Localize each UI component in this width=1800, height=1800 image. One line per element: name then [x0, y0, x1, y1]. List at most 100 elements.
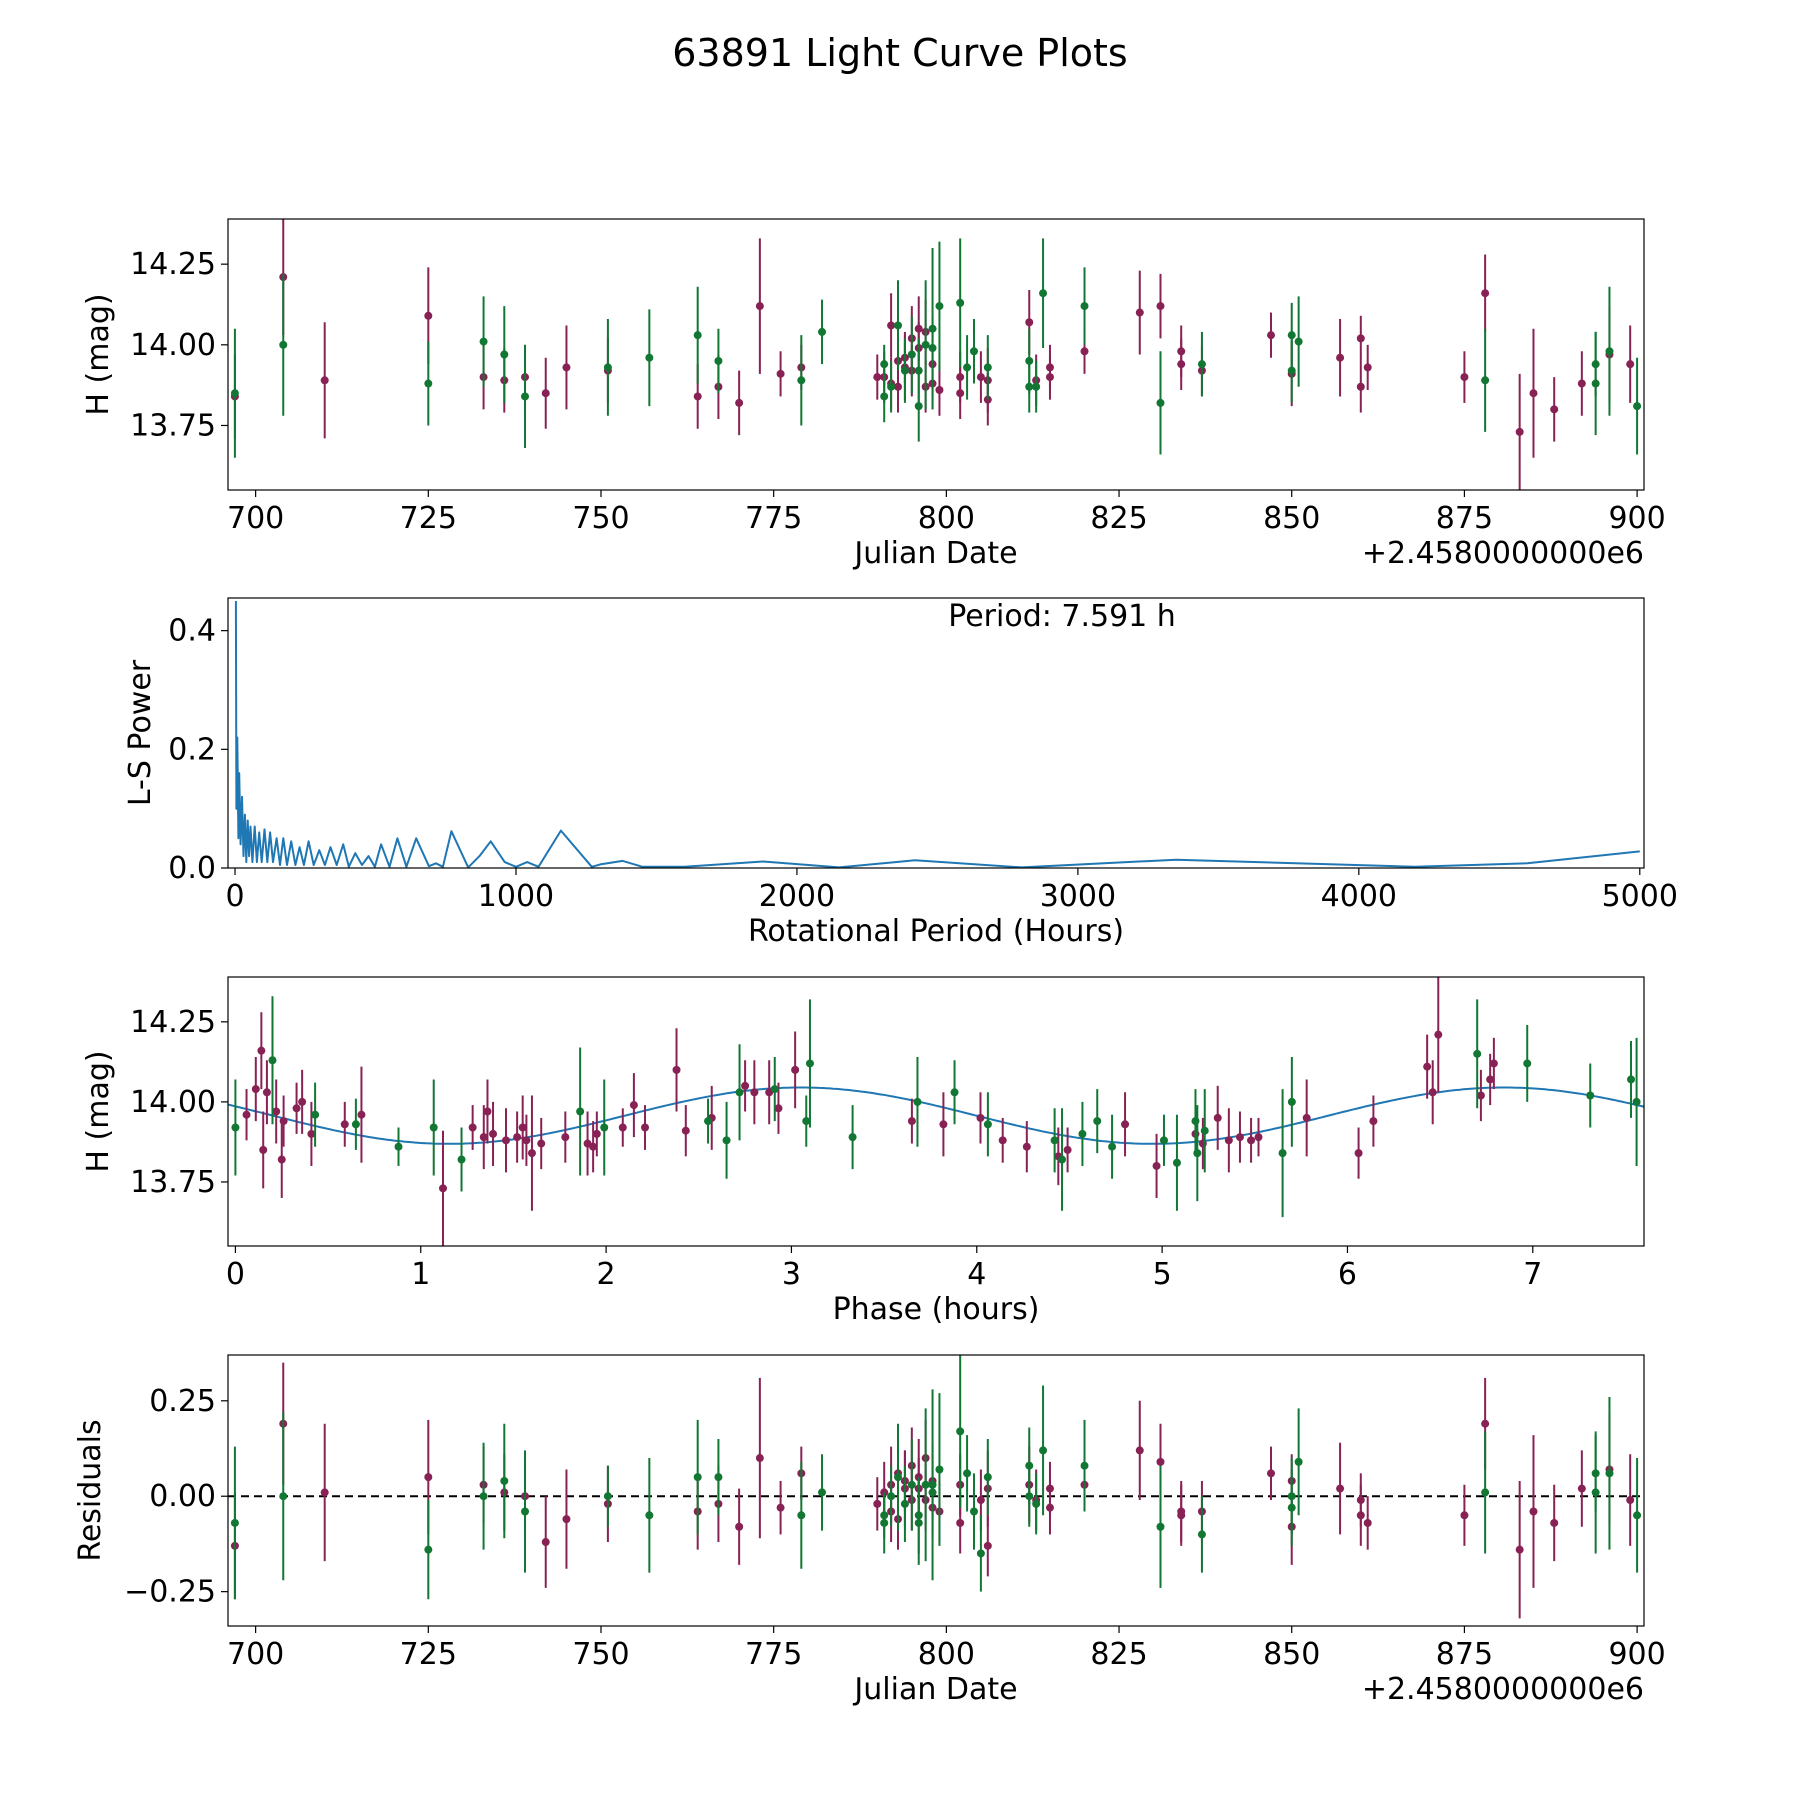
series-b-data-point [1172, 1158, 1181, 1167]
series-b-data-point [880, 392, 889, 401]
series-a-data-point [1135, 308, 1144, 317]
series-a-data-point [1481, 289, 1490, 298]
series-a-data-point [998, 1136, 1007, 1145]
plot-area [228, 1355, 1644, 1619]
series-a-data-point [1481, 1419, 1490, 1428]
x-tick-label: 725 [400, 1637, 457, 1672]
series-b-data-point [500, 1476, 509, 1485]
series-a-data-point [251, 1085, 260, 1094]
series-b-data-point [394, 1142, 403, 1151]
series-a-data-point [887, 321, 896, 330]
series-b-data-point [797, 1511, 806, 1520]
x-tick-label: 700 [227, 1637, 284, 1672]
series-a-data-point [735, 398, 744, 407]
series-a-data-point [1460, 1511, 1469, 1520]
series-a-data-point [939, 1120, 948, 1129]
x-tick-label: 2 [597, 1257, 616, 1292]
series-a-data-point [750, 1088, 759, 1097]
series-b-data-point [1193, 1149, 1202, 1158]
plot-area [234, 600, 1640, 868]
series-b-data-point [928, 344, 937, 353]
series-a-data-point [1363, 1518, 1372, 1527]
plot-area [230, 219, 1642, 490]
series-b-data-point [1605, 1469, 1614, 1478]
series-a-data-point [1045, 1503, 1054, 1512]
series-a-data-point [1626, 360, 1635, 369]
x-tick-label: 875 [1436, 1637, 1493, 1672]
series-a-data-point [1156, 1457, 1165, 1466]
series-a-data-point [1247, 1136, 1256, 1145]
series-b-data-point [268, 1056, 277, 1065]
series-b-data-point [935, 1465, 944, 1474]
series-a-data-point [1356, 382, 1365, 391]
x-tick-label: 800 [918, 1637, 975, 1672]
x-offset-label: +2.4580000000e6 [1362, 536, 1644, 571]
series-a-data-point [976, 373, 985, 382]
series-b-data-point [818, 327, 827, 336]
series-b-data-point [1058, 1155, 1067, 1164]
light-curve-panel: 700 725 750 775 800 825 850 875 900 13.75 14.00 14.… [81, 218, 1666, 571]
series-a-data-point [1577, 379, 1586, 388]
axes-frame [227, 218, 1645, 491]
series-a-data-point [1063, 1145, 1072, 1154]
series-b-data-point [714, 1473, 723, 1482]
series-a-data-point [340, 1120, 349, 1129]
axes-frame [227, 1354, 1645, 1627]
series-b-data-point [914, 402, 923, 411]
series-a-data-point [307, 1129, 316, 1138]
y-axis-label: H (mag) [81, 1050, 116, 1172]
series-b-data-point [950, 1088, 959, 1097]
x-tick-label: 1000 [478, 879, 554, 914]
y-tick-label: 0.25 [149, 1384, 216, 1419]
series-b-data-point [1287, 1503, 1296, 1512]
y-tick-label: 14.25 [130, 247, 216, 282]
series-a-data-point [1045, 363, 1054, 372]
series-b-data-point [887, 1492, 896, 1501]
x-tick-label: 875 [1436, 501, 1493, 536]
series-b-data-point [429, 1123, 438, 1132]
x-tick-label: 7 [1523, 1257, 1542, 1292]
x-tick-label: 700 [227, 501, 284, 536]
axes-frame [227, 976, 1645, 1247]
y-tick-label: 14.00 [130, 1085, 216, 1120]
series-a-data-point [956, 1518, 965, 1527]
series-b-data-point [645, 353, 654, 362]
series-a-data-point [1577, 1484, 1586, 1493]
series-a-data-point [483, 1107, 492, 1116]
series-b-data-point [848, 1133, 857, 1142]
model-fit-curve [228, 1086, 1644, 1145]
series-b-data-point [907, 350, 916, 359]
series-b-data-point [1080, 302, 1089, 311]
series-b-data-point [913, 1097, 922, 1106]
series-b-data-point [1108, 1142, 1117, 1151]
series-a-data-point [298, 1097, 307, 1106]
series-a-data-point [1156, 302, 1165, 311]
series-a-data-point [320, 376, 329, 385]
series-a-data-point [1489, 1059, 1498, 1068]
series-a-data-point [561, 1133, 570, 1142]
series-b-data-point [500, 350, 509, 359]
series-a-data-point [589, 1142, 598, 1151]
x-axis-label: Julian Date [852, 1672, 1017, 1707]
y-tick-label: 13.75 [130, 408, 216, 443]
series-a-data-point [489, 1129, 498, 1138]
x-offset-label: +2.4580000000e6 [1362, 1672, 1644, 1707]
series-b-data-point [1039, 1446, 1048, 1455]
x-tick-label: 2000 [759, 879, 835, 914]
series-b-data-point [1481, 1488, 1490, 1497]
series-b-data-point [802, 1117, 811, 1126]
series-b-data-point [1586, 1091, 1595, 1100]
y-axis-label: Residuals [73, 1419, 108, 1561]
series-b-data-point [983, 1120, 992, 1129]
series-a-data-point [522, 1136, 531, 1145]
series-a-data-point [735, 1522, 744, 1531]
x-axis-label: Rotational Period (Hours) [748, 914, 1124, 949]
series-a-data-point [1177, 1511, 1186, 1520]
series-b-data-point [521, 392, 530, 401]
series-b-data-point [983, 363, 992, 372]
series-b-data-point [1591, 379, 1600, 388]
series-a-data-point [1515, 1545, 1524, 1554]
series-b-data-point [914, 366, 923, 375]
series-a-data-point [468, 1123, 477, 1132]
axes-frame [227, 597, 1645, 869]
